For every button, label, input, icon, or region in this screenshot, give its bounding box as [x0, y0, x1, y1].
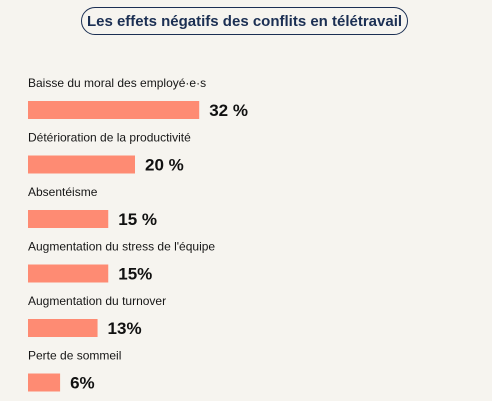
bar [28, 101, 200, 119]
category-label: Perte de sommeil [28, 349, 121, 363]
chart-title: Les effets négatifs des conflits en télé… [81, 7, 408, 35]
bar [28, 210, 109, 228]
category-label: Augmentation du stress de l'équipe [28, 240, 215, 254]
value-label: 13% [108, 319, 142, 338]
value-label: 15 % [118, 210, 157, 229]
category-label: Détérioration de la productivité [28, 131, 191, 145]
category-label: Baisse du moral des employé·e·s [28, 76, 206, 90]
bar [28, 373, 61, 392]
value-label: 6% [70, 374, 95, 393]
bar [28, 264, 109, 283]
value-label: 20 % [145, 156, 184, 175]
value-label: 32 % [209, 101, 248, 120]
bar [28, 319, 98, 337]
value-label: 15% [118, 265, 152, 284]
category-label: Absentéisme [28, 185, 98, 199]
category-label: Augmentation du turnover [28, 294, 166, 308]
bar [28, 155, 135, 174]
